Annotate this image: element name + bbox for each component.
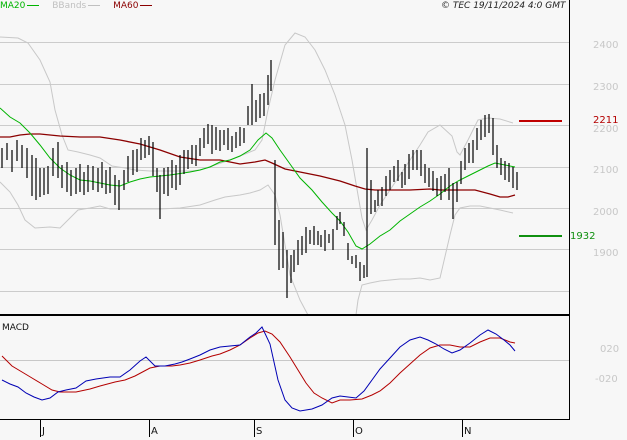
macd-panel-title: MACD [2,323,29,333]
month-label-nov: N [464,426,472,437]
month-label-oct: O [355,426,363,437]
legend-bbands: BBands [52,0,101,12]
macd-line [1,326,516,412]
legend-ma60-swatch [140,5,153,6]
legend-ma60: MA60 [113,0,153,12]
price-gridlines [0,42,569,292]
resistance-label: 2211 [593,115,619,126]
legend-ma60-label: MA60 [113,1,139,11]
macd-axis-label-neg: -020 [595,374,618,385]
copyright-timestamp: © TEC 19/11/2024 4:0 GMT [441,1,566,11]
month-label-sep: S [256,426,263,437]
price-axis-label-1900: 1900 [593,248,619,259]
legend-ma20-swatch [27,5,40,6]
price-bars [1,60,518,298]
price-axis-label-2100: 2100 [593,165,619,176]
legend-bbands-swatch [88,5,101,6]
ma60-line [0,133,516,198]
legend-bbands-label: BBands [52,1,87,11]
month-ticks [40,420,463,437]
price-axis-label-2000: 2000 [593,207,619,218]
month-label-aug: A [151,426,158,437]
price-axis-label-2400: 2400 [593,40,619,51]
legend-ma20-label: MA20 [0,1,26,11]
bollinger-bands [0,32,514,316]
chart-legend: MA20 BBands MA60 [0,0,153,12]
price-axis-label-2300: 2300 [593,82,619,93]
month-label-jul: J [42,426,45,437]
support-label: 1932 [570,231,596,242]
ma20-line [0,107,516,250]
macd-axis-label-pos: 020 [600,344,620,355]
price-axis-label-2200: 2200 [593,124,619,135]
legend-ma20: MA20 [0,0,40,12]
macd-signal-line [1,330,516,404]
